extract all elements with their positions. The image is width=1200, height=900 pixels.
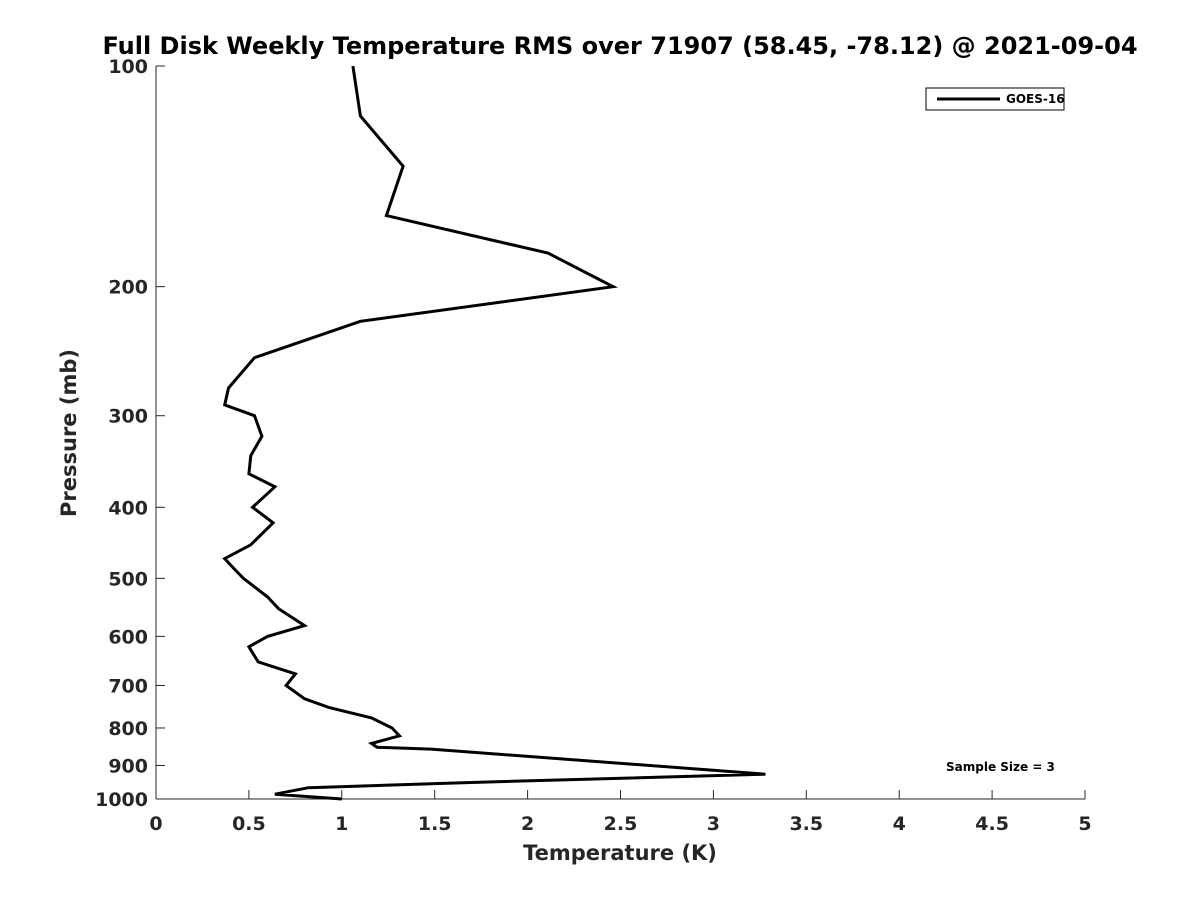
x-tick-label: 1 [335, 813, 348, 835]
x-tick-label: 0.5 [232, 813, 266, 835]
y-tick-label: 100 [108, 56, 148, 78]
y-tick-label: 200 [108, 277, 148, 299]
x-tick-label: 2 [521, 813, 534, 835]
x-tick-label: 4 [893, 813, 906, 835]
x-tick-label: 3 [707, 813, 720, 835]
y-tick-label: 500 [108, 568, 148, 590]
plot-frame [155, 66, 1085, 800]
y-tick-label: 900 [108, 755, 148, 777]
x-tick-label: 3.5 [789, 813, 823, 835]
x-tick-label: 1.5 [418, 813, 452, 835]
x-tick-label: 2.5 [604, 813, 638, 835]
y-tick-label: 1000 [95, 789, 148, 811]
sample-size-annotation: Sample Size = 3 [946, 760, 1055, 774]
x-tick-label: 5 [1078, 813, 1091, 835]
x-axis-label: Temperature (K) [523, 841, 717, 865]
y-axis-label: Pressure (mb) [57, 349, 81, 517]
y-tick-label: 400 [108, 497, 148, 519]
y-axis-ticks: 100 200 300 400 500 600 700 800 900 1000 [95, 56, 165, 811]
y-tick-label: 800 [108, 718, 148, 740]
x-tick-label: 4.5 [975, 813, 1009, 835]
legend: GOES-16 [925, 87, 1065, 111]
y-tick-label: 600 [108, 626, 148, 648]
x-tick-label: 0 [149, 813, 162, 835]
y-tick-label: 300 [108, 406, 148, 428]
chart-title: Full Disk Weekly Temperature RMS over 71… [102, 32, 1137, 60]
series-line-goes-16 [222, 65, 766, 801]
legend-entry-goes-16: GOES-16 [1006, 92, 1065, 106]
y-tick-label: 700 [108, 675, 148, 697]
series-layer [222, 65, 766, 801]
x-axis-ticks: 0 0.5 1 1.5 2 2.5 3 3.5 4 4.5 5 [149, 790, 1092, 835]
